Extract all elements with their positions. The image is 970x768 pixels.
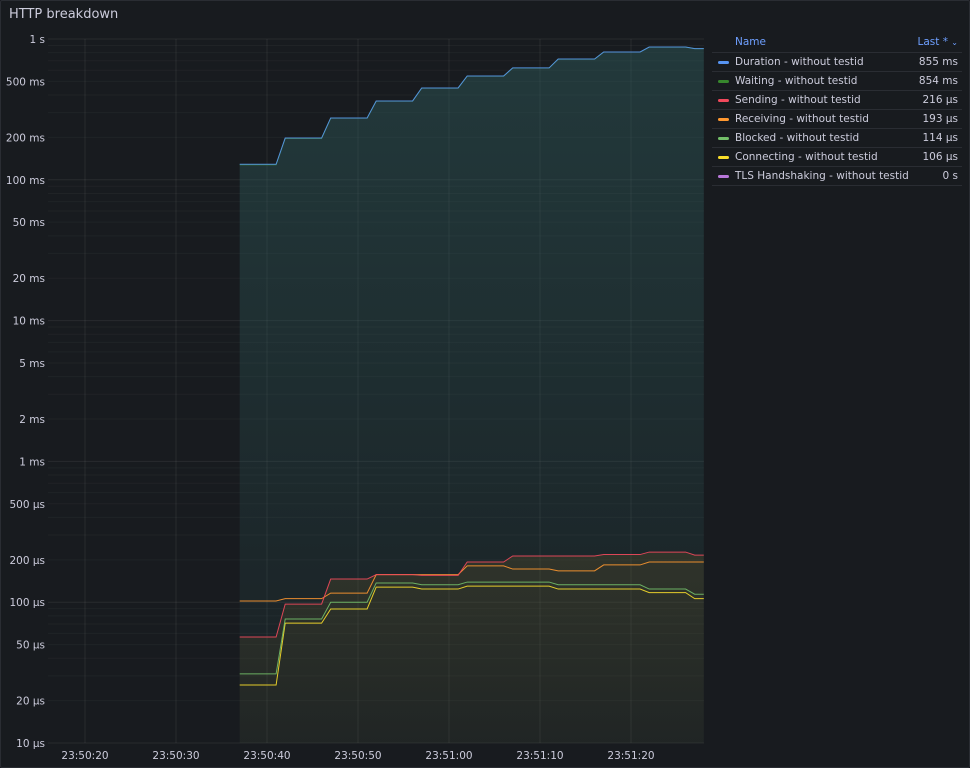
x-tick-label: 23:51:20 [607,750,654,762]
legend-item-name: Receiving - without testid [735,113,869,125]
legend-item-name: Duration - without testid [735,56,864,68]
y-tick-label: 2 ms [19,414,45,426]
legend-item[interactable]: Receiving - without testid 193 µs [712,110,962,129]
series-color-swatch [718,79,729,83]
legend-item-last: 854 ms [918,75,958,87]
legend-item-last: 0 s [942,170,959,182]
x-tick-label: 23:50:50 [334,750,381,762]
y-tick-label: 500 ms [6,76,45,88]
x-tick-label: 23:50:20 [61,750,108,762]
panel-title[interactable]: HTTP breakdown [9,7,119,22]
legend-header: Name Last * ⌄ [712,32,962,53]
legend-item-last: 193 µs [922,113,958,125]
legend-item[interactable]: Duration - without testid 855 ms [712,53,962,72]
y-tick-label: 100 µs [9,597,45,609]
y-tick-label: 20 µs [16,696,45,708]
series-color-swatch [718,98,729,102]
series-line-sending [239,551,704,638]
y-tick-label: 1 ms [19,456,45,468]
legend-item[interactable]: Connecting - without testid 106 µs [712,148,962,167]
y-tick-label: 50 ms [13,217,45,229]
legend-item-name: TLS Handshaking - without testid [735,170,909,182]
series-line-blocked [239,581,704,675]
series-color-swatch [718,174,729,178]
y-tick-label: 10 ms [13,316,45,328]
series-color-swatch [718,155,729,159]
series-line-connecting [239,585,704,686]
legend-table: Name Last * ⌄ Duration - without testid 8… [712,32,962,186]
y-tick-label: 20 ms [13,273,45,285]
series-line-duration [239,46,704,165]
chevron-down-icon: ⌄ [951,38,958,47]
y-tick-label: 1 s [30,34,46,46]
legend-item-name: Waiting - without testid [735,75,858,87]
x-tick-label: 23:50:30 [152,750,199,762]
legend-item-name: Sending - without testid [735,94,861,106]
series-area-fill [239,552,704,743]
series-line-receiving [239,561,704,602]
y-tick-label: 500 µs [9,499,45,511]
y-tick-label: 10 µs [16,738,45,750]
y-tick-label: 200 ms [6,132,45,144]
legend-item[interactable]: Waiting - without testid 854 ms [712,72,962,91]
legend-item[interactable]: TLS Handshaking - without testid 0 s [712,167,962,186]
legend-item-last: 855 ms [918,56,958,68]
y-tick-label: 5 ms [19,358,45,370]
legend-header-last-label: Last * [917,36,948,48]
series-color-swatch [718,60,729,64]
legend-item-name: Blocked - without testid [735,132,860,144]
legend-item[interactable]: Sending - without testid 216 µs [712,91,962,110]
legend-item-name: Connecting - without testid [735,151,878,163]
legend-header-name[interactable]: Name [735,36,766,48]
x-tick-label: 23:51:10 [516,750,563,762]
series-color-swatch [718,117,729,121]
y-tick-label: 100 ms [6,175,45,187]
legend-item-last: 216 µs [922,94,958,106]
y-tick-label: 200 µs [9,555,45,567]
series-color-swatch [718,136,729,140]
y-tick-label: 50 µs [16,640,45,652]
legend-header-last[interactable]: Last * ⌄ [917,36,958,48]
legend-item-last: 106 µs [922,151,958,163]
legend-item[interactable]: Blocked - without testid 114 µs [712,129,962,148]
legend-item-last: 114 µs [922,132,958,144]
x-tick-label: 23:50:40 [243,750,290,762]
x-tick-label: 23:51:00 [425,750,472,762]
